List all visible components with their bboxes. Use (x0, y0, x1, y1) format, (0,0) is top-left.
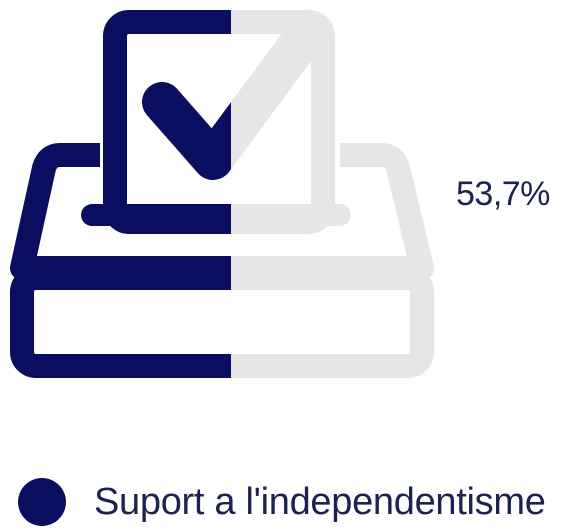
ballot-box-filled (22, 22, 422, 366)
legend: Suport a l'independentisme (18, 478, 546, 526)
legend-label: Suport a l'independentisme (94, 480, 546, 523)
ballot-box-empty (22, 22, 422, 366)
value-label: 53,7% (456, 175, 550, 213)
legend-marker (18, 478, 66, 526)
